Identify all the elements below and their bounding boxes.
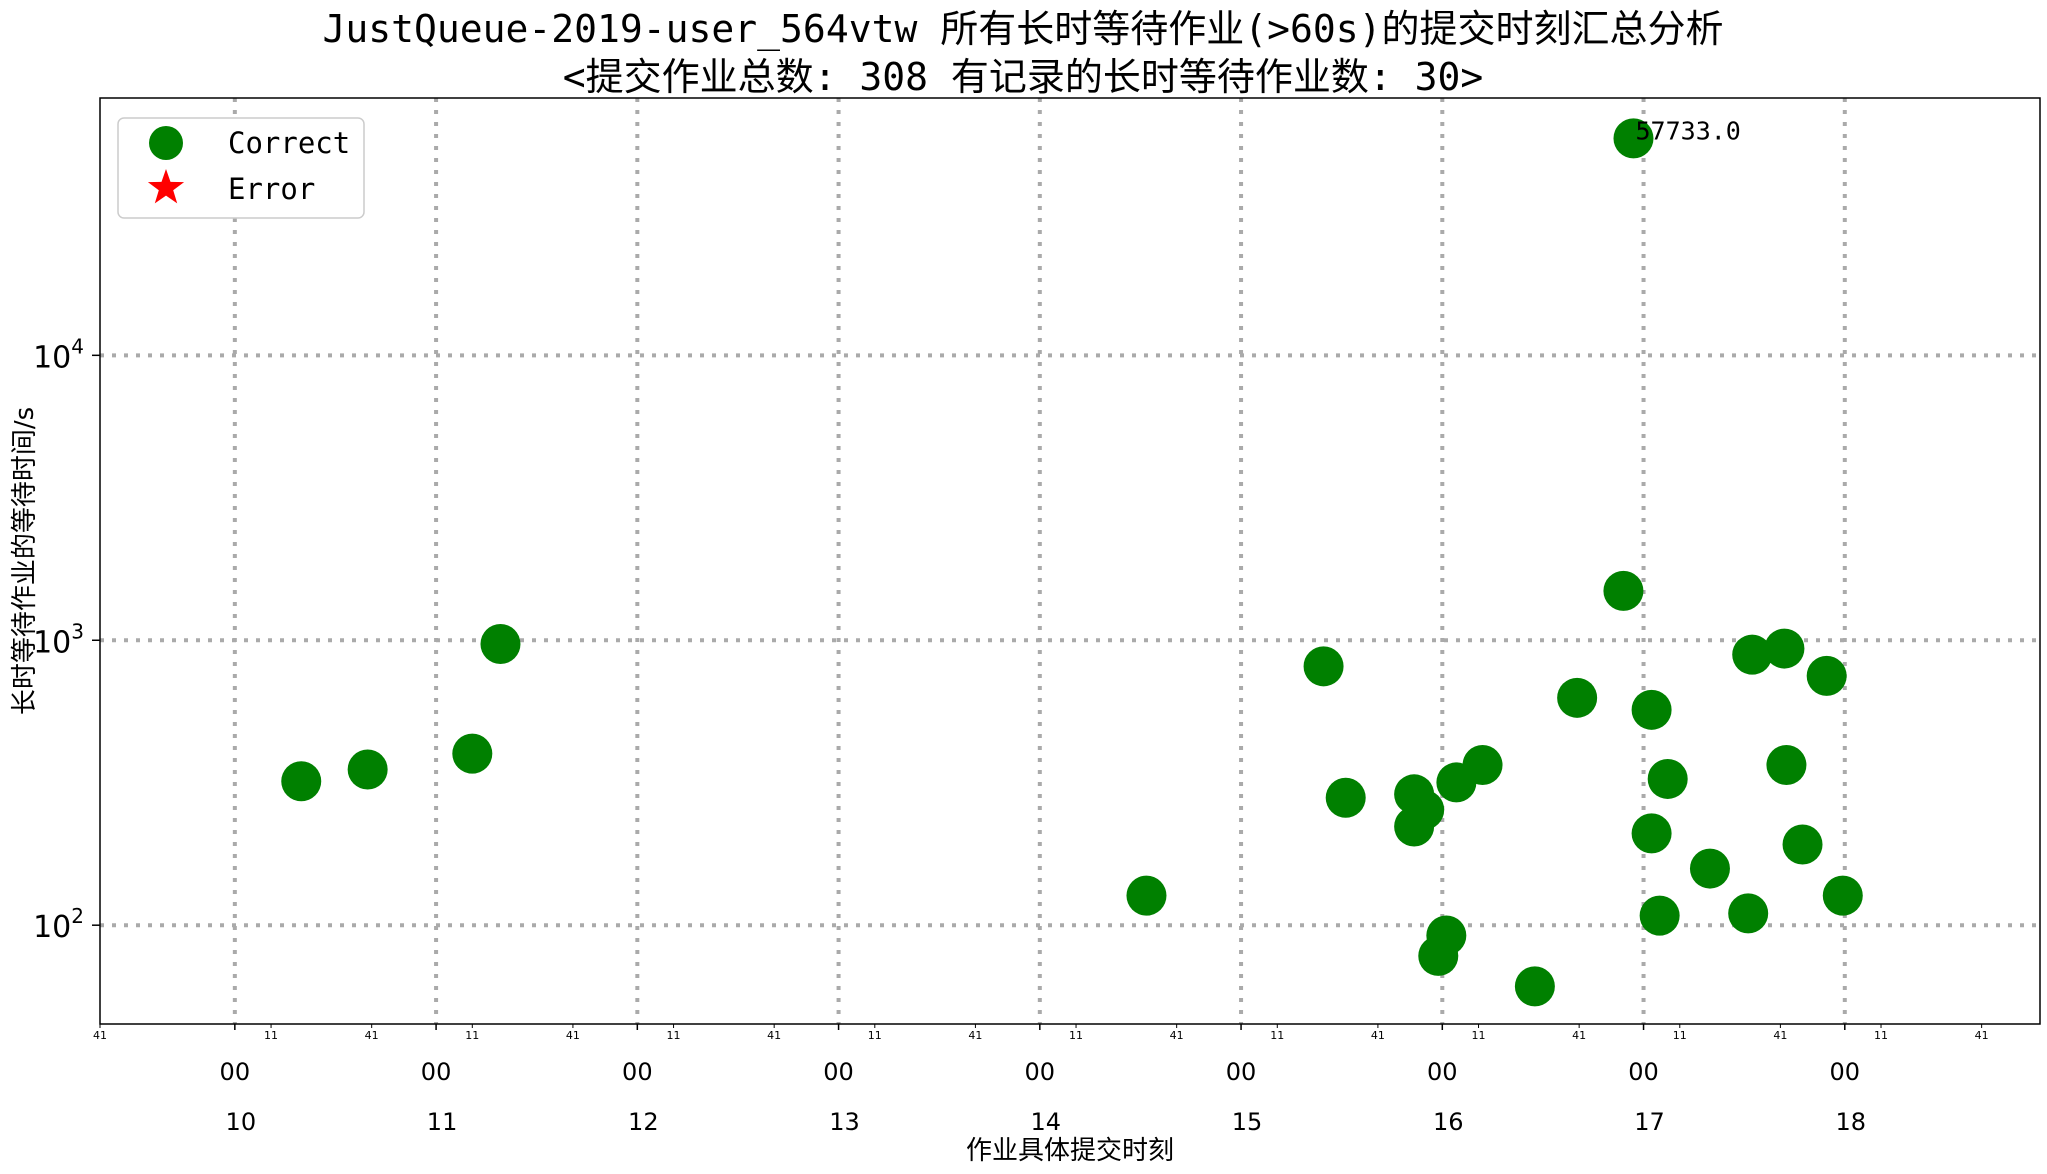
x-tick-minute-label: 00 xyxy=(1628,1058,1659,1086)
x-tick-hour-label: 18 xyxy=(1836,1108,1867,1136)
data-point xyxy=(1325,777,1366,818)
x-tick-hour-label: 11 xyxy=(427,1108,458,1136)
x-minor-tick-label: 11 xyxy=(1069,1029,1083,1042)
annotations: 57733.0 xyxy=(1635,116,1740,145)
data-point xyxy=(1631,689,1672,730)
data-point xyxy=(1631,813,1672,854)
legend-error-marker xyxy=(147,169,185,204)
x-minor-tick-label: 41 xyxy=(968,1029,982,1042)
data-point xyxy=(1126,875,1167,916)
y-tick-label: 102 xyxy=(33,904,84,945)
x-tick-hour-label: 14 xyxy=(1031,1108,1062,1136)
data-point xyxy=(1639,895,1680,936)
x-minor-tick-label: 11 xyxy=(1270,1029,1284,1042)
x-tick-minute-label: 00 xyxy=(421,1058,452,1086)
x-tick-minute-label: 00 xyxy=(823,1058,854,1086)
data-point xyxy=(1557,677,1598,718)
data-point xyxy=(1782,824,1823,865)
legend: Correct Error xyxy=(117,117,365,219)
x-axis: 00 10 00 11 00 12 00 13 00 14 00 15 00 16 00 17 00 18 41 11… xyxy=(93,1024,1989,1136)
data-point xyxy=(452,733,493,774)
x-tick-minute-label: 00 xyxy=(1025,1058,1056,1086)
y-axis-label: 长时等待作业的等待时间/s xyxy=(10,407,40,715)
data-point xyxy=(1303,646,1344,687)
x-axis-label: 作业具体提交时刻 xyxy=(966,1136,1174,1166)
plot-area xyxy=(99,97,2041,1025)
x-minor-tick-label: 11 xyxy=(465,1029,479,1042)
chart-subtitle: <提交作业总数: 308 有记录的长时等待作业数: 30> xyxy=(563,55,1484,99)
x-minor-tick-label: 41 xyxy=(767,1029,781,1042)
x-minor-tick-label: 41 xyxy=(1572,1029,1586,1042)
data-point xyxy=(1728,893,1769,934)
x-minor-tick-label: 41 xyxy=(93,1029,107,1042)
x-minor-tick-label: 41 xyxy=(1773,1029,1787,1042)
data-point xyxy=(1806,655,1847,696)
grid-lines xyxy=(100,98,2040,1024)
data-point xyxy=(1647,758,1688,799)
x-tick-minute-label: 00 xyxy=(1830,1058,1861,1086)
x-tick-hour-label: 12 xyxy=(628,1108,659,1136)
x-tick-hour-label: 15 xyxy=(1232,1108,1263,1136)
x-minor-tick-label: 41 xyxy=(566,1029,580,1042)
x-tick-minute-label: 00 xyxy=(1226,1058,1257,1086)
data-points xyxy=(281,118,1863,1007)
data-point xyxy=(1689,848,1730,889)
legend-correct-marker xyxy=(149,126,183,160)
x-minor-tick-label: 41 xyxy=(1975,1029,1989,1042)
x-minor-tick-label: 41 xyxy=(1371,1029,1385,1042)
x-tick-minute-label: 00 xyxy=(622,1058,653,1086)
y-tick-label: 104 xyxy=(33,334,84,375)
x-minor-tick-label: 11 xyxy=(868,1029,882,1042)
legend-correct-label: Correct xyxy=(228,126,350,160)
data-point xyxy=(347,749,388,790)
data-point xyxy=(1394,806,1435,847)
data-point xyxy=(1822,875,1863,916)
data-point xyxy=(1732,634,1773,675)
data-point xyxy=(1603,570,1644,611)
x-tick-hour-label: 16 xyxy=(1433,1108,1464,1136)
data-point xyxy=(480,624,521,665)
data-point xyxy=(1764,628,1805,669)
x-tick-minute-label: 00 xyxy=(1427,1058,1458,1086)
chart-title: JustQueue-2019-user_564vtw 所有长时等待作业(>60s… xyxy=(323,7,1724,52)
data-annotation: 57733.0 xyxy=(1635,116,1740,145)
x-minor-tick-label: 11 xyxy=(1874,1029,1888,1042)
legend-error-label: Error xyxy=(228,172,315,206)
x-tick-hour-label: 13 xyxy=(829,1108,860,1136)
x-minor-tick-label: 41 xyxy=(1170,1029,1184,1042)
data-point xyxy=(1766,744,1807,785)
x-tick-hour-label: 17 xyxy=(1634,1108,1665,1136)
x-tick-minute-label: 00 xyxy=(220,1058,251,1086)
x-tick-hour-label: 10 xyxy=(226,1108,257,1136)
x-minor-tick-label: 11 xyxy=(264,1029,278,1042)
data-point xyxy=(1426,915,1467,956)
data-point xyxy=(1462,744,1503,785)
y-tick-label: 103 xyxy=(33,619,84,660)
x-minor-tick-label: 11 xyxy=(667,1029,681,1042)
x-minor-tick-label: 11 xyxy=(1673,1029,1687,1042)
data-point xyxy=(281,761,322,802)
x-minor-tick-label: 41 xyxy=(365,1029,379,1042)
data-point xyxy=(1514,966,1555,1007)
y-axis: 102 103 104 xyxy=(33,334,100,945)
data-point xyxy=(1613,118,1654,159)
x-minor-tick-label: 11 xyxy=(1472,1029,1486,1042)
